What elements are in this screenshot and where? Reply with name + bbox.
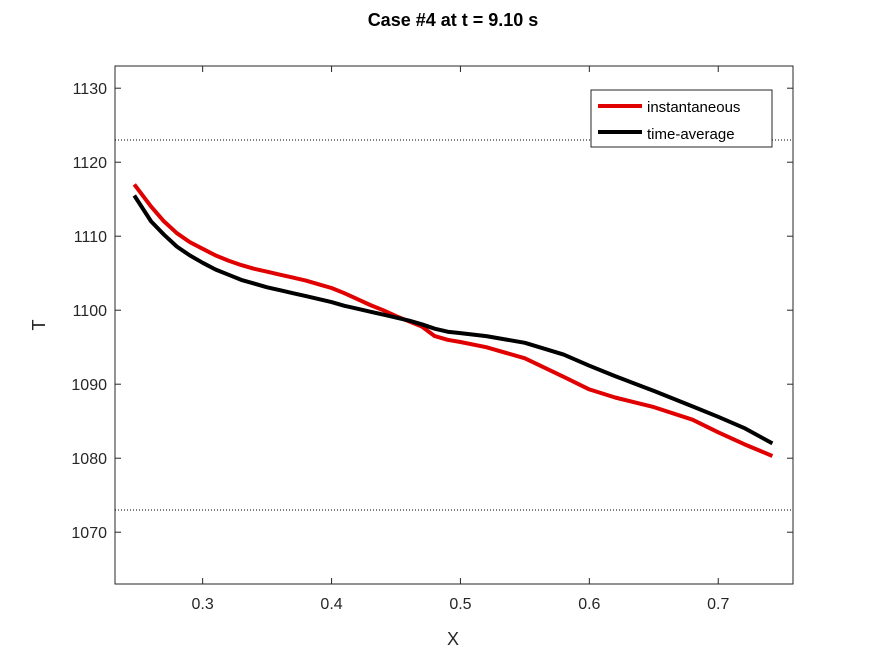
legend: instantaneous time-average	[590, 89, 773, 148]
y-tick-label: 1130	[73, 81, 108, 98]
x-axis-label: X	[447, 629, 459, 649]
x-tick-label: 0.5	[449, 596, 471, 613]
y-tick-label: 1080	[71, 451, 107, 468]
y-tick-label: 1070	[71, 525, 107, 542]
plot-area	[114, 65, 794, 585]
chart-title: Case #4 at t = 9.10 s	[368, 10, 539, 30]
y-tick-label: 1110	[74, 229, 107, 246]
x-axis-ticks: 0.3 0.4 0.5 0.6 0.7	[192, 66, 729, 613]
y-tick-label: 1120	[73, 155, 108, 172]
legend-box	[590, 89, 773, 148]
y-tick-label: 1100	[73, 303, 108, 320]
legend-label-time-average: time-average	[647, 126, 735, 143]
x-tick-label: 0.6	[578, 596, 600, 613]
series-line-instantaneous	[132, 183, 774, 458]
x-tick-label: 0.4	[320, 596, 342, 613]
x-tick-label: 0.7	[707, 596, 729, 613]
x-tick-label: 0.3	[192, 596, 214, 613]
series-layer	[132, 183, 774, 458]
series-line-time-average	[132, 194, 774, 446]
y-axis-label: T	[29, 320, 49, 331]
legend-label-instantaneous: instantaneous	[647, 99, 740, 116]
y-tick-label: 1090	[71, 377, 107, 394]
y-axis-ticks: 1070 1080 1090 1100 1110 1120 1130	[71, 81, 793, 542]
